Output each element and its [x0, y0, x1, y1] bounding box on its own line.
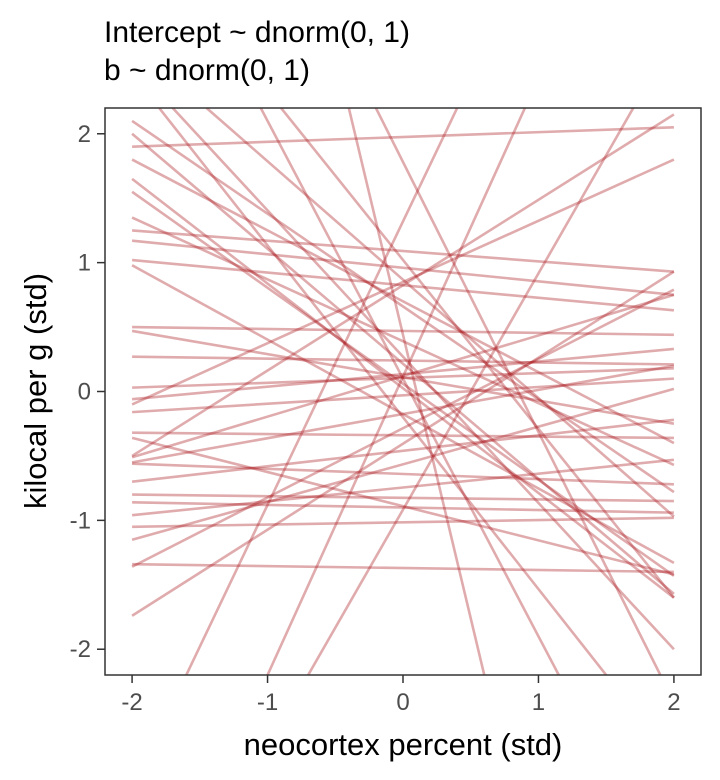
x-axis-title: neocortex percent (std): [244, 727, 563, 762]
prior-line-36: [280, 108, 675, 599]
prior-line-18: [131, 288, 675, 568]
prior-line-16: [131, 387, 675, 541]
prior-line-42: [131, 113, 675, 458]
prior-line-1: [132, 126, 674, 148]
prior-line-7: [132, 367, 674, 389]
prior-line-31: [131, 158, 675, 445]
y-tick-label: 2: [78, 121, 91, 148]
prior-line-17: [132, 562, 674, 574]
prior-line-38: [374, 108, 662, 675]
prior-line-23: [131, 216, 675, 467]
prior-line-35: [158, 108, 608, 675]
prior-line-32: [205, 108, 675, 518]
prior-line-12: [131, 418, 675, 483]
chart-title: Intercept ~ dnorm(0, 1) b ~ dnorm(0, 1): [104, 14, 410, 90]
prior-line-33: [259, 108, 560, 675]
prior-line-41: [307, 108, 635, 675]
prior-line-20: [131, 293, 675, 459]
y-tick-label: -2: [70, 636, 91, 663]
prior-line-10: [132, 431, 674, 440]
y-axis: -2 -1 0 1 2: [70, 121, 105, 663]
prior-line-9: [132, 377, 674, 414]
x-tick-label: -2: [121, 689, 142, 716]
prior-line-2: [131, 229, 675, 273]
prior-lines: [131, 108, 675, 675]
y-axis-title: kilocal per g (std): [18, 273, 53, 509]
x-tick-label: 2: [667, 689, 680, 716]
prior-line-30: [131, 119, 675, 494]
x-tick-label: -1: [257, 689, 278, 716]
y-tick-label: 1: [78, 250, 91, 277]
prior-line-29: [132, 462, 674, 486]
x-tick-label: 0: [396, 689, 409, 716]
prior-line-11: [131, 364, 675, 464]
prior-line-28: [131, 436, 675, 576]
prior-line-24: [131, 177, 675, 599]
y-tick-label: -1: [70, 507, 91, 534]
prior-line-8: [131, 347, 675, 401]
chart-title-line-2: b ~ dnorm(0, 1): [104, 54, 310, 87]
prior-line-26: [131, 190, 675, 577]
prior-line-34: [347, 108, 486, 675]
prior-line-22: [131, 264, 675, 565]
prior-line-21: [132, 501, 674, 514]
prior-line-43: [131, 158, 675, 406]
x-axis: -2 -1 0 1 2: [121, 675, 681, 716]
prior-line-25: [131, 132, 675, 595]
prior-line-39: [185, 108, 459, 675]
prior-line-6: [132, 355, 674, 366]
prior-line-13: [132, 493, 674, 503]
prior-line-5: [132, 325, 674, 337]
prior-line-27: [131, 329, 675, 425]
prior-line-14: [131, 458, 675, 517]
y-tick-label: 0: [78, 379, 91, 406]
prior-line-15: [132, 516, 674, 529]
prior-line-4: [131, 258, 675, 312]
prior-line-19: [131, 270, 675, 617]
plot-panel: [105, 108, 701, 675]
prior-line-37: [171, 108, 675, 651]
chart-title-line-1: Intercept ~ dnorm(0, 1): [104, 16, 410, 49]
prior-line-40: [266, 108, 527, 675]
x-tick-label: 1: [532, 689, 545, 716]
prior-line-3: [131, 239, 675, 297]
